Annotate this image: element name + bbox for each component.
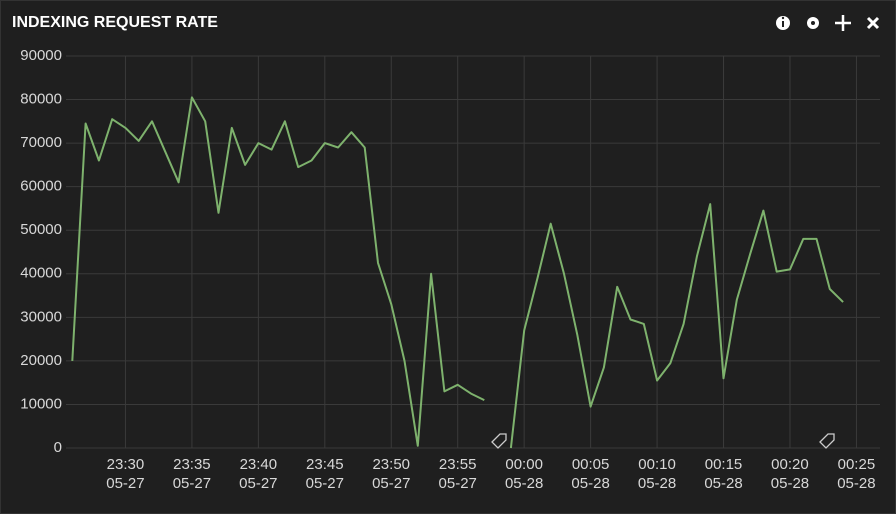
x-tick-label: 23:55 05-27 [438, 456, 477, 492]
x-tick-label: 00:00 05-28 [504, 456, 544, 492]
settings-glyph [811, 21, 815, 25]
y-tick-label: 90000 [20, 47, 62, 64]
line-series [71, 96, 485, 447]
line-series [509, 203, 844, 449]
y-tick-label: 20000 [20, 352, 62, 369]
y-tick-label: 50000 [20, 221, 62, 238]
chart-title: INDEXING REQUEST RATE [12, 14, 218, 31]
panel-icons[interactable] [776, 15, 880, 31]
x-tick-label: 00:15 05-28 [704, 456, 743, 492]
x-tick-label: 00:20 05-28 [770, 456, 810, 492]
x-tick-label: 23:30 05-27 [106, 456, 145, 492]
x-tick-label: 00:05 05-28 [571, 456, 610, 492]
x-tick-label: 23:50 05-27 [372, 456, 411, 492]
y-tick-label: 70000 [20, 134, 62, 151]
x-tick-label: 23:35 05-27 [172, 456, 212, 492]
x-tick-label: 00:10 05-28 [637, 456, 677, 492]
y-tick-label: 80000 [20, 91, 62, 108]
y-tick-label: 60000 [20, 178, 62, 195]
info-glyph [782, 21, 784, 27]
close-icon[interactable] [866, 16, 880, 30]
x-tick-label: 23:45 05-27 [305, 456, 344, 492]
y-tick-label: 30000 [20, 308, 62, 325]
y-tick-label: 0 [54, 439, 62, 456]
y-tick-label: 40000 [20, 265, 62, 282]
x-tick-label: 00:25 05-28 [837, 456, 876, 492]
x-tick-label: 23:40 05-27 [239, 456, 278, 492]
annotation-marker [819, 433, 835, 449]
move-icon[interactable] [835, 15, 851, 31]
info-glyph [781, 16, 785, 20]
y-tick-label: 10000 [20, 395, 62, 412]
annotation-markers [491, 433, 835, 449]
annotation-marker [491, 433, 507, 449]
